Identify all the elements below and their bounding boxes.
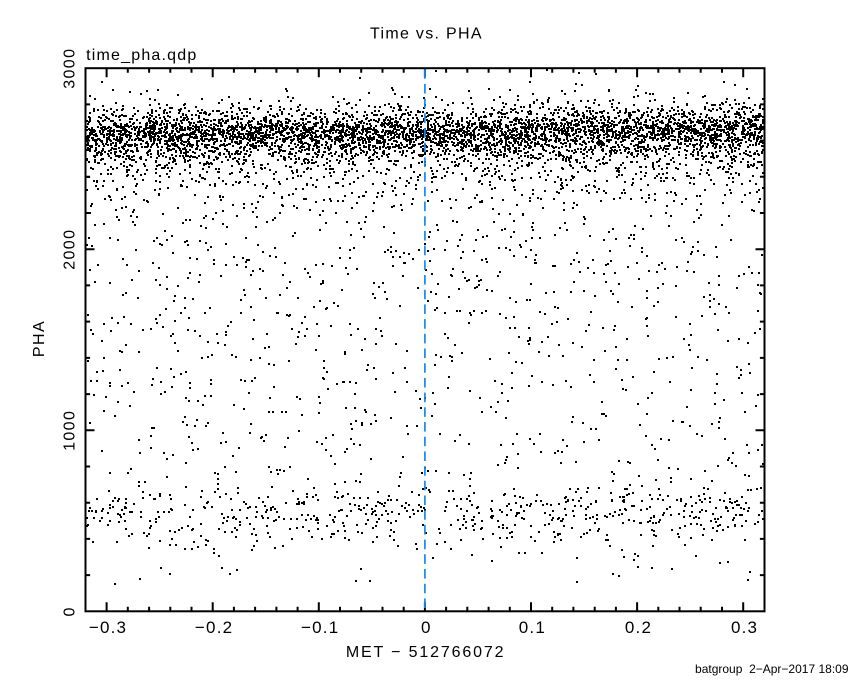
svg-text:−0.3: −0.3: [89, 618, 127, 637]
svg-text:Time vs. PHA: Time vs. PHA: [370, 25, 483, 42]
svg-text:0: 0: [421, 618, 432, 637]
svg-text:time_pha.qdp: time_pha.qdp: [86, 47, 197, 64]
svg-text:MET − 512766072: MET − 512766072: [346, 644, 506, 661]
svg-text:PHA: PHA: [31, 320, 48, 357]
svg-text:3000: 3000: [62, 48, 79, 89]
svg-text:0.2: 0.2: [625, 618, 652, 637]
svg-text:1000: 1000: [62, 410, 79, 451]
svg-text:0: 0: [62, 606, 79, 616]
svg-text:0.1: 0.1: [519, 618, 546, 637]
svg-text:batgroup 2−Apr−2017 18:09: batgroup 2−Apr−2017 18:09: [695, 662, 849, 676]
svg-text:0.3: 0.3: [731, 618, 758, 637]
svg-text:2000: 2000: [62, 229, 79, 270]
svg-text:−0.1: −0.1: [301, 618, 339, 637]
svg-text:−0.2: −0.2: [195, 618, 233, 637]
